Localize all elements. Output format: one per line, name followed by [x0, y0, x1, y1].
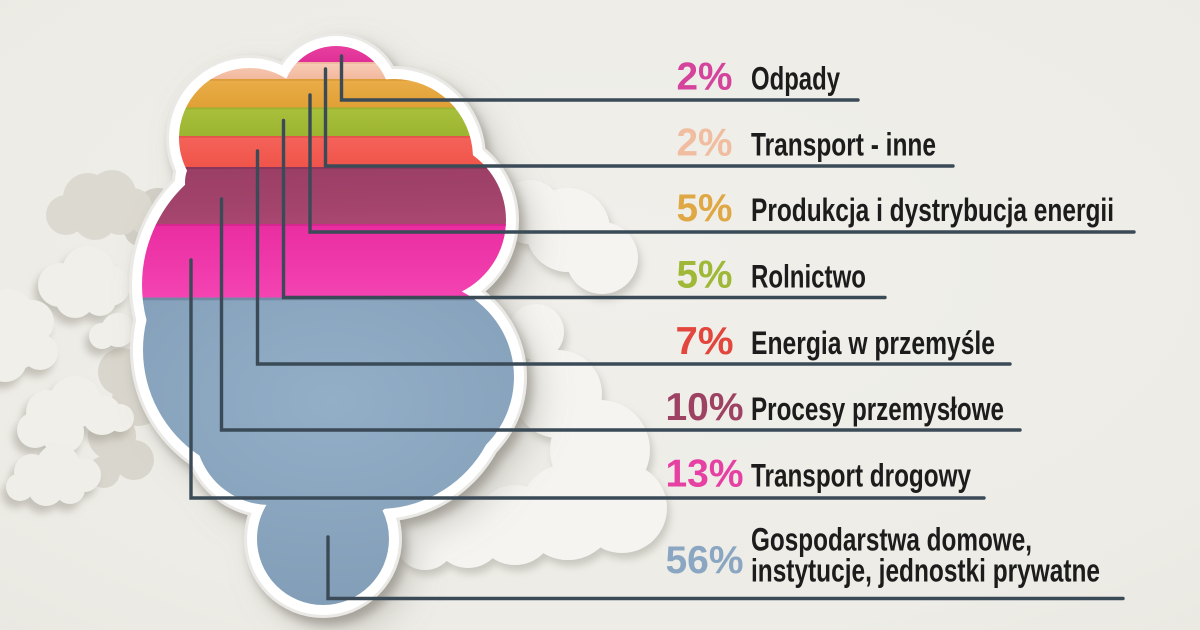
svg-text:Gospodarstwa domowe,: Gospodarstwa domowe,	[751, 522, 1032, 558]
svg-text:Transport - inne: Transport - inne	[751, 127, 936, 163]
svg-text:10%: 10%	[666, 386, 744, 429]
svg-text:5%: 5%	[677, 187, 733, 230]
svg-text:Produkcja i dystrybucja energi: Produkcja i dystrybucja energii	[751, 192, 1114, 228]
svg-text:5%: 5%	[677, 254, 733, 297]
svg-text:instytucje, jednostki prywatne: instytucje, jednostki prywatne	[751, 553, 1100, 589]
svg-text:Transport drogowy: Transport drogowy	[751, 458, 971, 494]
svg-text:7%: 7%	[676, 320, 734, 363]
svg-text:Odpady: Odpady	[751, 61, 840, 97]
svg-text:Energia w przemyśle: Energia w przemyśle	[751, 325, 995, 361]
svg-text:Rolnictwo: Rolnictwo	[751, 259, 866, 295]
svg-text:13%: 13%	[666, 453, 744, 496]
svg-text:2%: 2%	[677, 122, 733, 165]
svg-text:2%: 2%	[677, 56, 733, 99]
svg-text:Procesy przemysłowe: Procesy przemysłowe	[751, 391, 1004, 427]
svg-text:56%: 56%	[666, 539, 744, 582]
